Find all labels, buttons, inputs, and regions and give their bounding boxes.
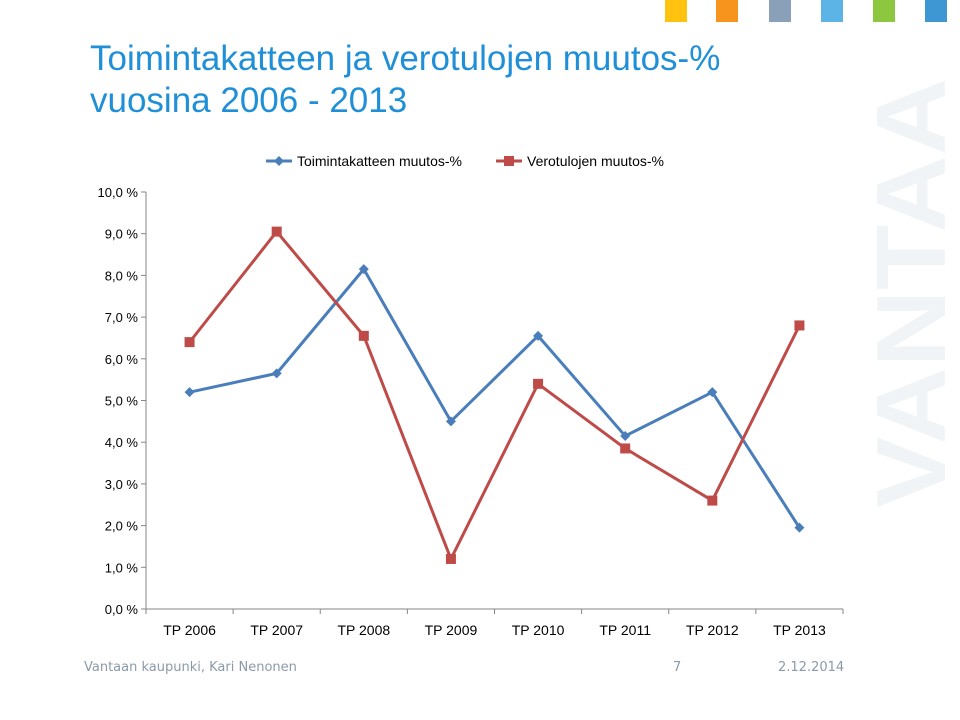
- y-tick-label: 8,0 %: [105, 268, 139, 283]
- chart-axes: 0,0 % 1,0 % 2,0 % 3,0 % 4,0 % 5,0 % 6,0 % 7,0 %…: [98, 185, 844, 638]
- x-tick-label: TP 2010: [512, 622, 565, 638]
- footer-page-number: 7: [673, 660, 682, 675]
- data-point: [271, 368, 282, 379]
- watermark-text: VANTAA: [867, 78, 960, 508]
- footer-left: Vantaan kaupunki, Kari Nenonen: [84, 660, 297, 675]
- accent-square-4: [821, 0, 843, 22]
- accent-square-6: [925, 0, 947, 22]
- data-point: [707, 387, 718, 398]
- data-point: [794, 522, 805, 533]
- legend-label: Toimintakatteen muutos-%: [297, 153, 462, 169]
- data-point: [794, 320, 805, 331]
- data-point: [184, 387, 195, 398]
- vantaa-watermark: VANTAA: [867, 78, 960, 508]
- series-line: [189, 267, 801, 529]
- accent-square-1: [665, 0, 687, 22]
- chart-legend: Toimintakatteen muutos-% Verotulojen muut…: [266, 153, 664, 169]
- x-tick-label: TP 2011: [599, 622, 651, 638]
- data-point: [533, 378, 544, 389]
- y-tick-label: 3,0 %: [105, 477, 139, 492]
- x-tick-label: TP 2006: [163, 622, 216, 638]
- x-tick-label: TP 2012: [686, 622, 739, 638]
- legend-marker: [274, 156, 284, 166]
- y-tick-label: 10,0 %: [98, 185, 139, 200]
- data-point: [620, 430, 631, 441]
- legend-marker: [504, 156, 514, 166]
- data-point: [445, 553, 456, 564]
- y-tick-label: 1,0 %: [105, 560, 139, 575]
- y-tick-label: 7,0 %: [105, 310, 139, 325]
- y-tick-label: 6,0 %: [105, 352, 139, 367]
- series-line: [188, 230, 801, 561]
- footer-date: 2.12.2014: [778, 660, 845, 675]
- data-point: [358, 264, 369, 275]
- accent-square-3: [769, 0, 791, 22]
- y-tick-label: 2,0 %: [105, 519, 139, 534]
- x-tick-label: TP 2009: [425, 622, 478, 638]
- x-tick-label: TP 2013: [773, 622, 826, 638]
- data-point: [533, 330, 544, 341]
- data-point: [271, 226, 282, 237]
- accent-square-5: [873, 0, 895, 22]
- series-2: [184, 226, 805, 564]
- slide-title-line-1: Toimintakatteen ja verotulojen muutos-%: [90, 39, 721, 78]
- slide-title-line-2: vuosina 2006 - 2013: [90, 81, 408, 120]
- data-point: [358, 330, 369, 341]
- accent-square-2: [716, 0, 738, 22]
- y-tick-label: 0,0 %: [105, 602, 139, 617]
- data-point: [707, 495, 718, 506]
- x-tick-label: TP 2008: [337, 622, 390, 638]
- accent-squares: [660, 0, 960, 22]
- x-tick-label: TP 2007: [250, 622, 303, 638]
- data-point: [620, 443, 631, 454]
- chart-series: [184, 226, 805, 564]
- y-tick-label: 5,0 %: [105, 394, 139, 409]
- data-point: [445, 416, 456, 427]
- slide-title: Toimintakatteen ja verotulojen muutos-% …: [90, 38, 890, 122]
- y-tick-label: 4,0 %: [105, 435, 139, 450]
- y-tick-label: 9,0 %: [105, 227, 139, 242]
- data-point: [184, 337, 195, 348]
- series-1: [184, 264, 805, 533]
- legend-label: Verotulojen muutos-%: [527, 153, 664, 169]
